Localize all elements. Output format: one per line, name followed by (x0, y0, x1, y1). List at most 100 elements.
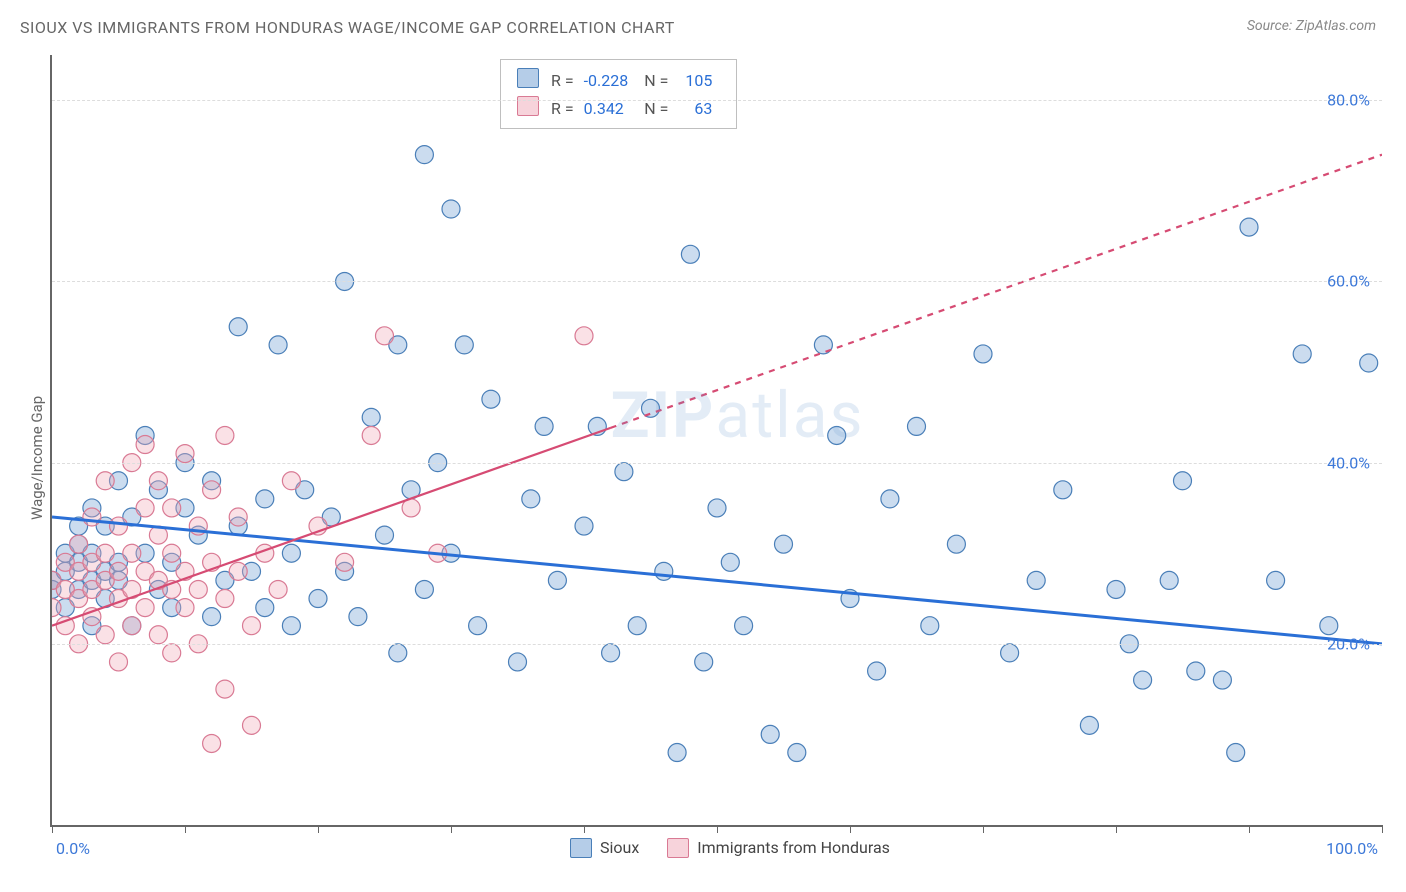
scatter-point-sioux (256, 599, 274, 617)
scatter-point-honduras (575, 327, 593, 345)
scatter-point-sioux (668, 744, 686, 762)
scatter-point-sioux (1213, 671, 1231, 689)
x-tick (1249, 825, 1250, 833)
legend-row-sioux: R =-0.228N =105 (511, 66, 722, 94)
scatter-point-honduras (136, 599, 154, 617)
y-tick-label: 60.0% (1327, 272, 1370, 291)
x-tick (584, 825, 585, 833)
plot-area: ZIPatlas R =-0.228N =105R =0.342N =63 20… (50, 55, 1382, 827)
scatter-point-sioux (708, 499, 726, 517)
scatter-point-honduras (123, 544, 141, 562)
scatter-point-sioux (362, 408, 380, 426)
scatter-point-honduras (163, 544, 181, 562)
scatter-point-sioux (1293, 345, 1311, 363)
scatter-point-sioux (1001, 644, 1019, 662)
scatter-point-honduras (243, 716, 261, 734)
scatter-point-sioux (509, 653, 527, 671)
y-tick-label: 80.0% (1327, 91, 1370, 110)
x-tick (717, 825, 718, 833)
scatter-point-sioux (282, 544, 300, 562)
scatter-point-honduras (216, 680, 234, 698)
scatter-point-sioux (1027, 571, 1045, 589)
legend-swatch (517, 96, 539, 116)
scatter-point-honduras (216, 426, 234, 444)
scatter-point-sioux (389, 644, 407, 662)
x-tick (850, 825, 851, 833)
scatter-point-sioux (788, 744, 806, 762)
scatter-point-sioux (655, 562, 673, 580)
gridline (52, 644, 1382, 645)
scatter-point-sioux (535, 417, 553, 435)
gridline (52, 100, 1382, 101)
scatter-point-honduras (176, 445, 194, 463)
scatter-point-honduras (203, 481, 221, 499)
legend-swatch-sioux (570, 838, 592, 858)
scatter-point-sioux (1107, 580, 1125, 598)
scatter-point-sioux (415, 146, 433, 164)
r-value: 0.342 (580, 94, 639, 122)
x-tick (318, 825, 319, 833)
scatter-point-honduras (96, 472, 114, 490)
scatter-point-sioux (721, 553, 739, 571)
n-label: N = (638, 66, 674, 94)
scatter-point-sioux (575, 517, 593, 535)
scatter-point-sioux (415, 580, 433, 598)
chart-title: SIOUX VS IMMIGRANTS FROM HONDURAS WAGE/I… (20, 18, 675, 37)
scatter-point-sioux (1160, 571, 1178, 589)
scatter-point-sioux (282, 617, 300, 635)
scatter-point-sioux (548, 571, 566, 589)
scatter-point-honduras (269, 580, 287, 598)
x-tick-label-right: 100.0% (1326, 839, 1378, 858)
scatter-svg (52, 55, 1382, 825)
scatter-point-sioux (881, 490, 899, 508)
scatter-point-sioux (469, 617, 487, 635)
scatter-point-honduras (70, 535, 88, 553)
scatter-point-honduras (229, 562, 247, 580)
gridline (52, 463, 1382, 464)
x-tick (1382, 825, 1383, 833)
legend-swatch (517, 68, 539, 88)
scatter-point-honduras (163, 644, 181, 662)
scatter-point-honduras (96, 626, 114, 644)
r-label: R = (545, 94, 580, 122)
n-value: 63 (674, 94, 722, 122)
scatter-point-sioux (761, 725, 779, 743)
r-label: R = (545, 66, 580, 94)
scatter-point-sioux (642, 399, 660, 417)
legend-label-honduras: Immigrants from Honduras (697, 838, 890, 857)
scatter-point-sioux (974, 345, 992, 363)
scatter-point-honduras (110, 517, 128, 535)
scatter-point-sioux (921, 617, 939, 635)
scatter-point-sioux (695, 653, 713, 671)
scatter-point-honduras (176, 599, 194, 617)
scatter-point-sioux (229, 318, 247, 336)
scatter-point-honduras (243, 617, 261, 635)
x-tick (451, 825, 452, 833)
y-axis-label: Wage/Income Gap (28, 396, 46, 520)
scatter-point-sioux (908, 417, 926, 435)
scatter-point-honduras (203, 734, 221, 752)
scatter-point-sioux (681, 245, 699, 263)
scatter-point-sioux (482, 390, 500, 408)
scatter-point-honduras (282, 472, 300, 490)
scatter-point-sioux (868, 662, 886, 680)
scatter-point-honduras (336, 553, 354, 571)
r-value: -0.228 (580, 66, 639, 94)
scatter-point-honduras (362, 426, 380, 444)
x-tick (52, 825, 53, 833)
legend-label-sioux: Sioux (600, 838, 639, 857)
scatter-point-sioux (1054, 481, 1072, 499)
scatter-point-honduras (189, 580, 207, 598)
n-value: 105 (674, 66, 722, 94)
scatter-point-sioux (1227, 744, 1245, 762)
scatter-point-honduras (163, 499, 181, 517)
scatter-point-sioux (376, 526, 394, 544)
scatter-point-sioux (1320, 617, 1338, 635)
scatter-point-honduras (149, 472, 167, 490)
scatter-point-sioux (203, 608, 221, 626)
gridline (52, 281, 1382, 282)
scatter-point-sioux (1240, 218, 1258, 236)
scatter-point-honduras (110, 562, 128, 580)
y-tick-label: 20.0% (1327, 634, 1370, 653)
scatter-point-sioux (628, 617, 646, 635)
